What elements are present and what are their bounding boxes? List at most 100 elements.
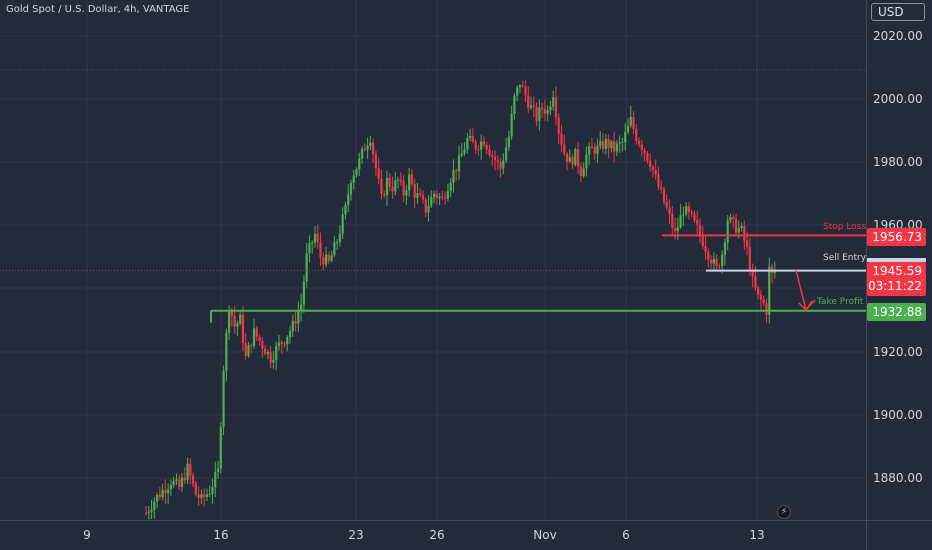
candle-body — [604, 139, 607, 149]
candle-body — [438, 196, 441, 198]
candle-body — [180, 477, 184, 487]
candle-body — [277, 342, 281, 347]
candle-body — [155, 494, 159, 502]
candle-body — [283, 343, 286, 345]
candle-body — [374, 154, 378, 169]
candle-body — [590, 146, 594, 148]
candle-body — [599, 141, 602, 146]
candle-body — [349, 182, 353, 195]
candle-body — [685, 206, 688, 215]
candle-body — [250, 345, 253, 347]
candle-body — [579, 166, 582, 177]
take-profit-label: Take Profit — [817, 297, 864, 307]
candle-body — [726, 220, 729, 243]
candle-body — [338, 233, 341, 243]
candle-body — [480, 141, 483, 150]
candle-body — [457, 155, 461, 172]
candle-body — [191, 475, 195, 484]
candle-body — [496, 160, 499, 162]
candle-body — [255, 328, 258, 337]
candle-body — [615, 143, 618, 152]
candle-body — [759, 294, 763, 300]
candle-body — [712, 258, 715, 264]
candle-body — [402, 181, 405, 196]
candle-body — [754, 276, 757, 288]
candle-body — [214, 472, 217, 488]
currency-button[interactable]: USD — [871, 3, 925, 21]
candle-body — [668, 207, 671, 214]
candle-body — [294, 321, 297, 324]
candle-body — [405, 190, 408, 196]
candle-body — [264, 348, 267, 354]
candle-body — [723, 242, 727, 255]
candle-body — [640, 144, 643, 151]
candle-body — [205, 494, 209, 498]
y-tick-label: 1920.00 — [873, 345, 923, 359]
candle-body — [172, 481, 175, 486]
candle-body — [687, 206, 691, 212]
candle-body — [704, 245, 707, 252]
grid — [0, 0, 866, 520]
candle-body — [651, 166, 655, 171]
candle-body — [319, 242, 322, 258]
sell-entry-tag — [867, 258, 926, 262]
bar-countdown: 03:11:22 — [868, 279, 922, 293]
candle-body — [203, 494, 206, 498]
candle-body — [643, 150, 646, 154]
candle-body — [721, 254, 724, 267]
candle-body — [585, 154, 588, 169]
y-tick-label: 2000.00 — [873, 92, 923, 106]
candle-body — [665, 202, 668, 208]
candle-body — [313, 233, 317, 243]
candle-body — [521, 85, 524, 87]
x-tick-label: 23 — [348, 528, 363, 542]
candle-body — [557, 117, 560, 134]
candle-body — [197, 494, 200, 499]
candle-body — [236, 323, 239, 327]
candle-body — [360, 148, 364, 159]
candle-body — [225, 332, 228, 371]
candle-body — [654, 170, 657, 175]
candle-body — [175, 479, 178, 482]
x-tick-label: 26 — [429, 528, 444, 542]
candle-body — [671, 213, 674, 228]
candle-body — [311, 242, 314, 244]
candle-body — [186, 463, 189, 481]
candle-body — [582, 168, 585, 177]
lightning-icon[interactable]: ⚡ — [777, 505, 791, 519]
candle-body — [416, 193, 419, 198]
candle-body — [330, 255, 333, 261]
candle-body — [410, 174, 414, 185]
candle-body — [288, 331, 292, 338]
candle-body — [219, 427, 222, 469]
candle-body — [765, 303, 768, 315]
candle-body — [690, 211, 693, 214]
candle-body — [291, 321, 294, 332]
candle-body — [696, 220, 699, 225]
candle-body — [164, 489, 167, 494]
candle-body — [734, 219, 738, 233]
x-tick-label: 9 — [83, 528, 91, 542]
candle-body — [194, 483, 197, 495]
candle-body — [297, 311, 300, 324]
candle-body — [286, 337, 289, 345]
candle-body — [673, 227, 677, 232]
x-tick-label: Nov — [533, 528, 556, 542]
candle-body — [632, 117, 635, 129]
candle-body — [768, 266, 771, 315]
candle-body — [424, 199, 427, 213]
candle-body — [241, 314, 245, 344]
candle-body — [269, 352, 272, 363]
candle-body — [610, 141, 613, 149]
x-tick-label: 6 — [622, 528, 630, 542]
candle-body — [718, 265, 721, 267]
candle-body — [729, 217, 732, 221]
candle-body — [762, 299, 765, 304]
candle-body — [300, 304, 303, 312]
candle-body — [421, 195, 425, 200]
candle-body — [280, 342, 283, 344]
y-tick-label: 1900.00 — [873, 408, 923, 422]
candle-body — [189, 463, 192, 476]
candle-body — [413, 184, 416, 198]
